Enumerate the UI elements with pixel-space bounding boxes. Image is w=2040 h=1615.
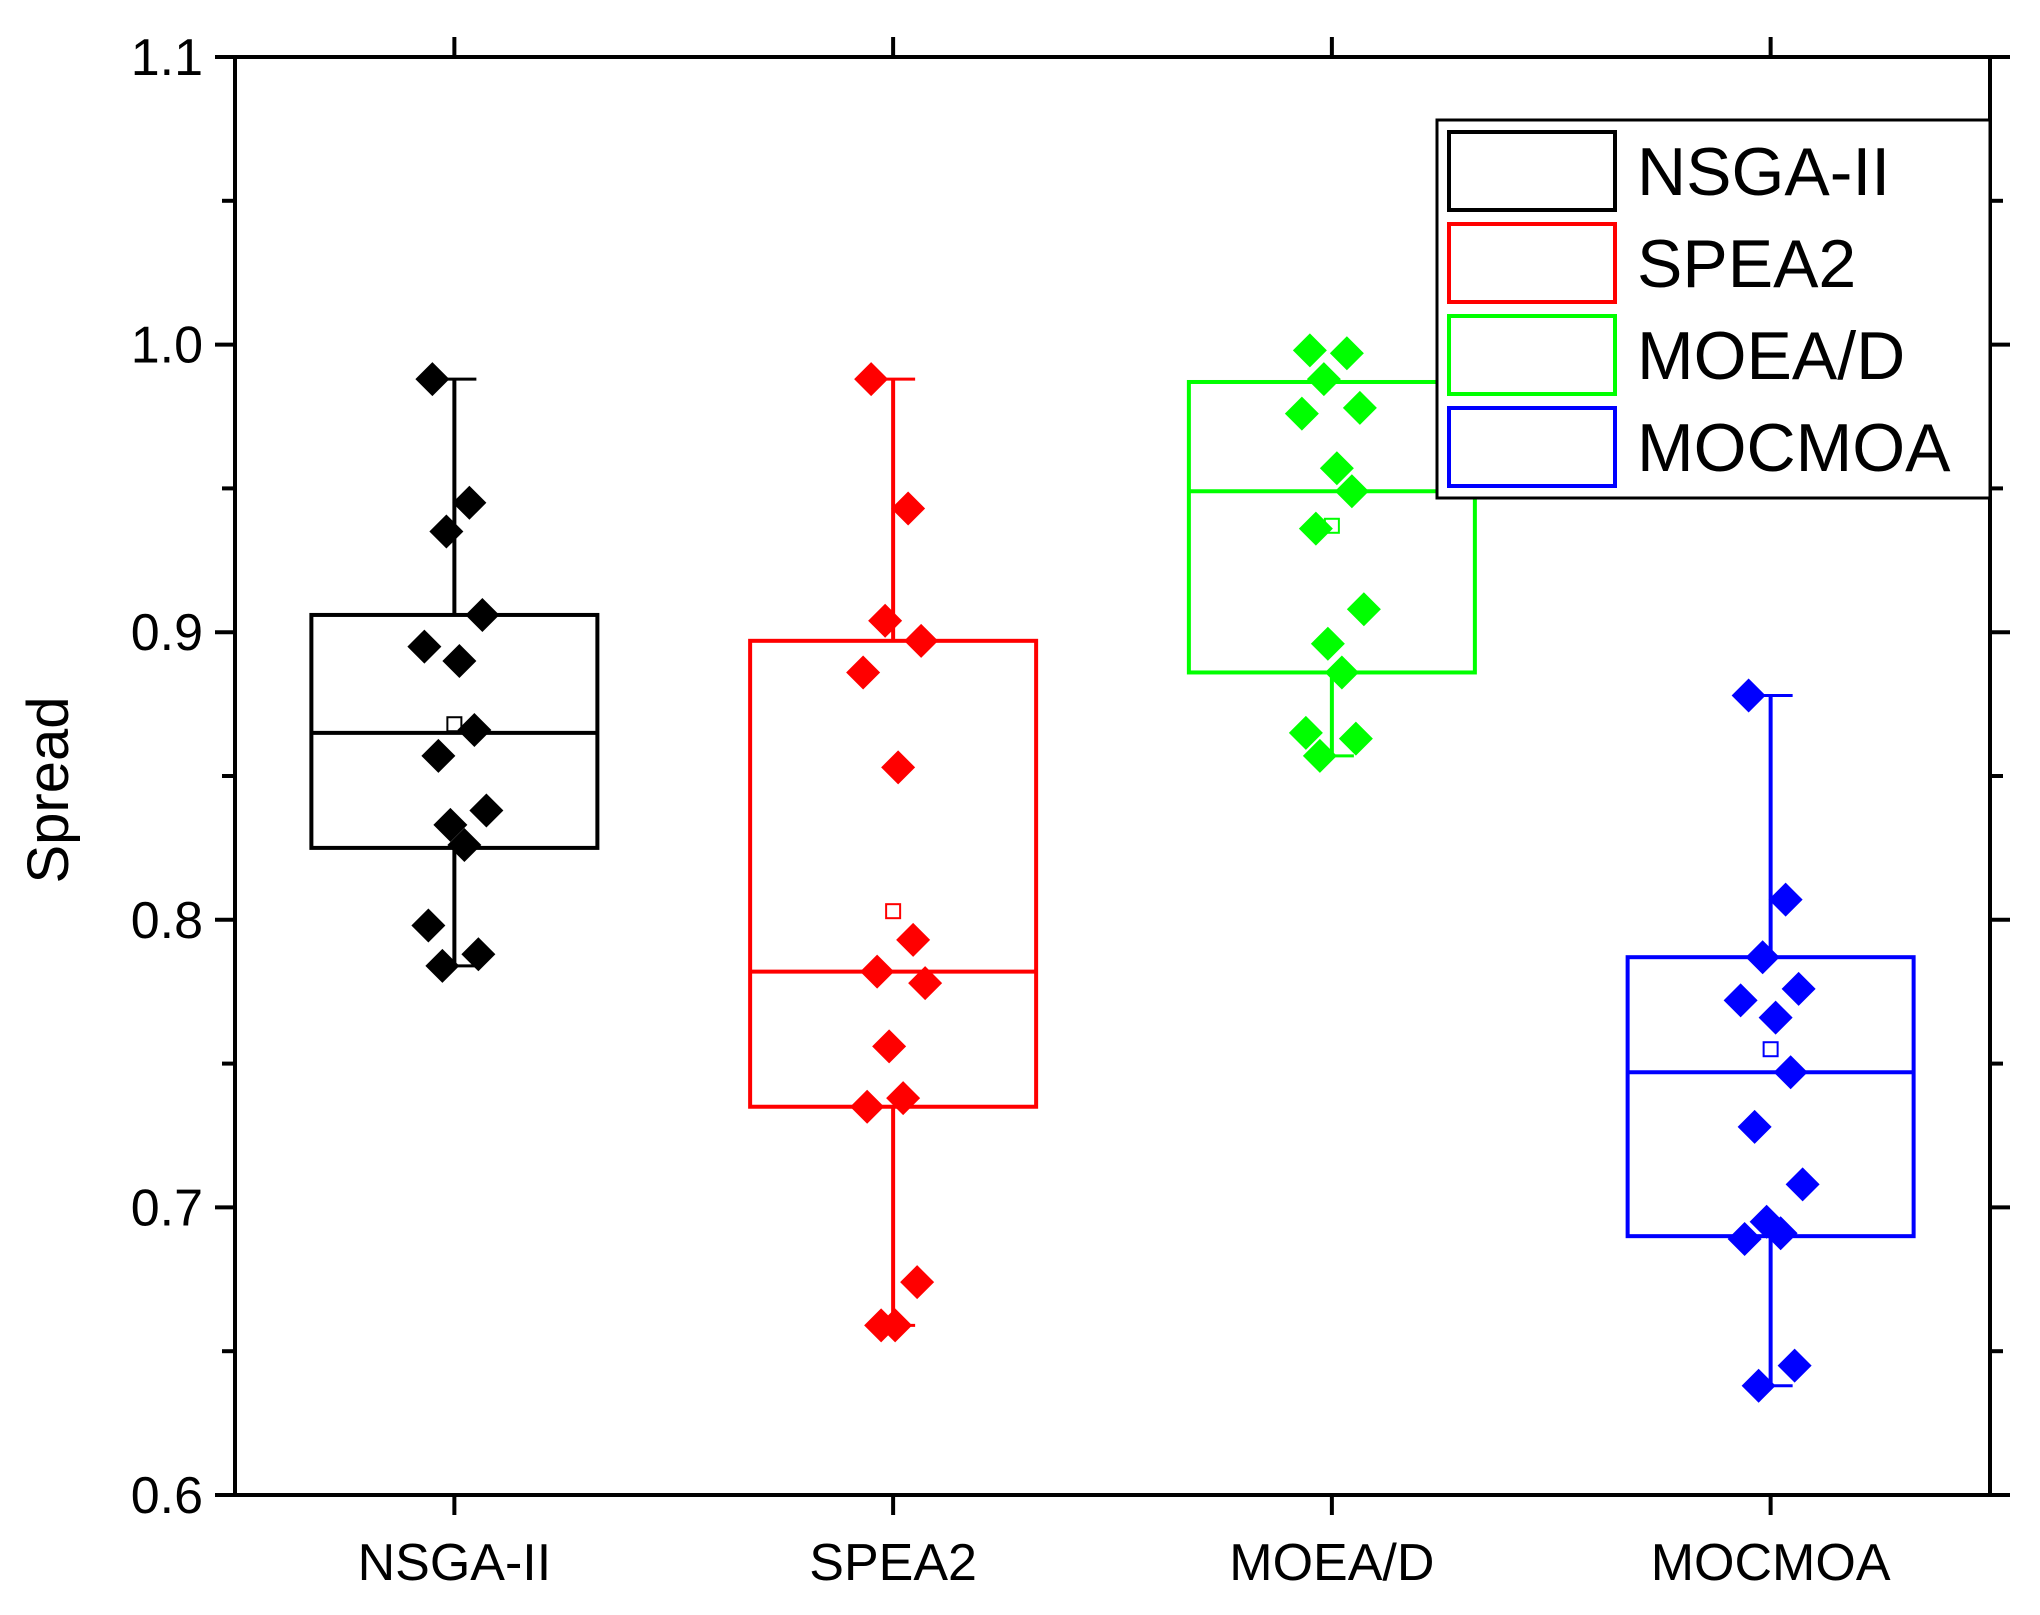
data-point [457, 712, 492, 747]
data-point [415, 362, 450, 397]
data-point [872, 1029, 907, 1064]
data-point [1731, 678, 1766, 713]
legend-label: MOEA/D [1637, 318, 1905, 394]
legend-label: NSGA-II [1637, 134, 1890, 210]
data-point [1334, 474, 1369, 509]
data-point [1773, 1055, 1808, 1090]
legend-swatch [1447, 314, 1617, 396]
data-point [896, 922, 931, 957]
data-point [1298, 511, 1333, 546]
data-point [1319, 451, 1354, 486]
data-point [900, 1265, 935, 1300]
series-moea-d [1186, 333, 1477, 773]
data-point [904, 623, 939, 658]
data-point [1310, 626, 1345, 661]
data-point [1745, 940, 1780, 975]
data-point [447, 828, 482, 863]
plot-area [233, 55, 1992, 1497]
y-tick-label: 1.1 [131, 29, 203, 87]
data-point [461, 937, 496, 972]
y-axis: 0.6 0.7 0.8 0.9 1.0 1.1 [131, 29, 2010, 1525]
data-point [421, 738, 456, 773]
x-tick-label: SPEA2 [809, 1534, 977, 1592]
data-point [469, 793, 504, 828]
data-point [1777, 1348, 1812, 1383]
x-axis: NSGA-II SPEA2 MOEA/D MOCMOA [358, 37, 1891, 1592]
y-tick-label: 0.9 [131, 604, 203, 662]
data-point [846, 655, 881, 690]
data-point [407, 629, 442, 664]
legend-label: MOCMOA [1637, 410, 1951, 486]
y-tick-label: 0.8 [131, 892, 203, 950]
data-point [425, 948, 460, 983]
legend-frame [1435, 118, 1992, 500]
box [748, 638, 1039, 1109]
legend-swatch [1447, 222, 1617, 304]
data-point [1727, 1222, 1762, 1257]
data-point [878, 1308, 913, 1343]
data-point [868, 603, 903, 638]
data-point [1768, 882, 1803, 917]
data-point [1758, 1000, 1793, 1035]
mean-marker [885, 903, 902, 920]
data-point [850, 1089, 885, 1124]
data-point [1737, 1109, 1772, 1144]
data-point [1741, 1368, 1776, 1403]
data-point [1785, 1167, 1820, 1202]
series-mocmoa [1625, 678, 1916, 1403]
x-tick-label: NSGA-II [358, 1534, 552, 1592]
legend-swatch [1447, 130, 1617, 212]
data-point [908, 966, 943, 1001]
data-point [452, 485, 487, 520]
mean-marker [446, 716, 463, 733]
data-point [1342, 390, 1377, 425]
data-point [886, 1081, 921, 1116]
y-axis-title: Spread [16, 696, 81, 883]
y-tick-label: 1.0 [131, 317, 203, 375]
legend: NSGA-II SPEA2 MOEA/D MOCMOA [1435, 118, 1992, 500]
data-point [1292, 333, 1327, 368]
x-tick-label: MOCMOA [1651, 1534, 1891, 1592]
data-point [1338, 721, 1373, 756]
data-point [1324, 655, 1359, 690]
legend-label: SPEA2 [1637, 226, 1856, 302]
series-spea2 [748, 362, 1039, 1343]
box [1625, 955, 1916, 1239]
data-point [891, 491, 926, 526]
data-point [465, 597, 500, 632]
data-point [1763, 1216, 1798, 1251]
data-point [1302, 738, 1337, 773]
data-point [1288, 715, 1323, 750]
mean-marker [1762, 1041, 1779, 1058]
y-tick-label: 0.6 [131, 1467, 203, 1525]
data-point [1284, 396, 1319, 431]
x-tick-label: MOEA/D [1229, 1534, 1434, 1592]
data-point [1329, 336, 1364, 371]
data-point [860, 954, 895, 989]
data-point [429, 514, 464, 549]
data-point [411, 908, 446, 943]
legend-swatch [1447, 406, 1617, 488]
series-nsga-ii [309, 362, 600, 983]
data-point [442, 643, 477, 678]
data-point [1306, 362, 1341, 397]
y-tick-label: 0.7 [131, 1179, 203, 1237]
data-point [1346, 592, 1381, 627]
data-point [433, 807, 468, 842]
data-point [854, 362, 889, 397]
data-point [1781, 971, 1816, 1006]
data-point [881, 750, 916, 785]
data-point [1723, 983, 1758, 1018]
